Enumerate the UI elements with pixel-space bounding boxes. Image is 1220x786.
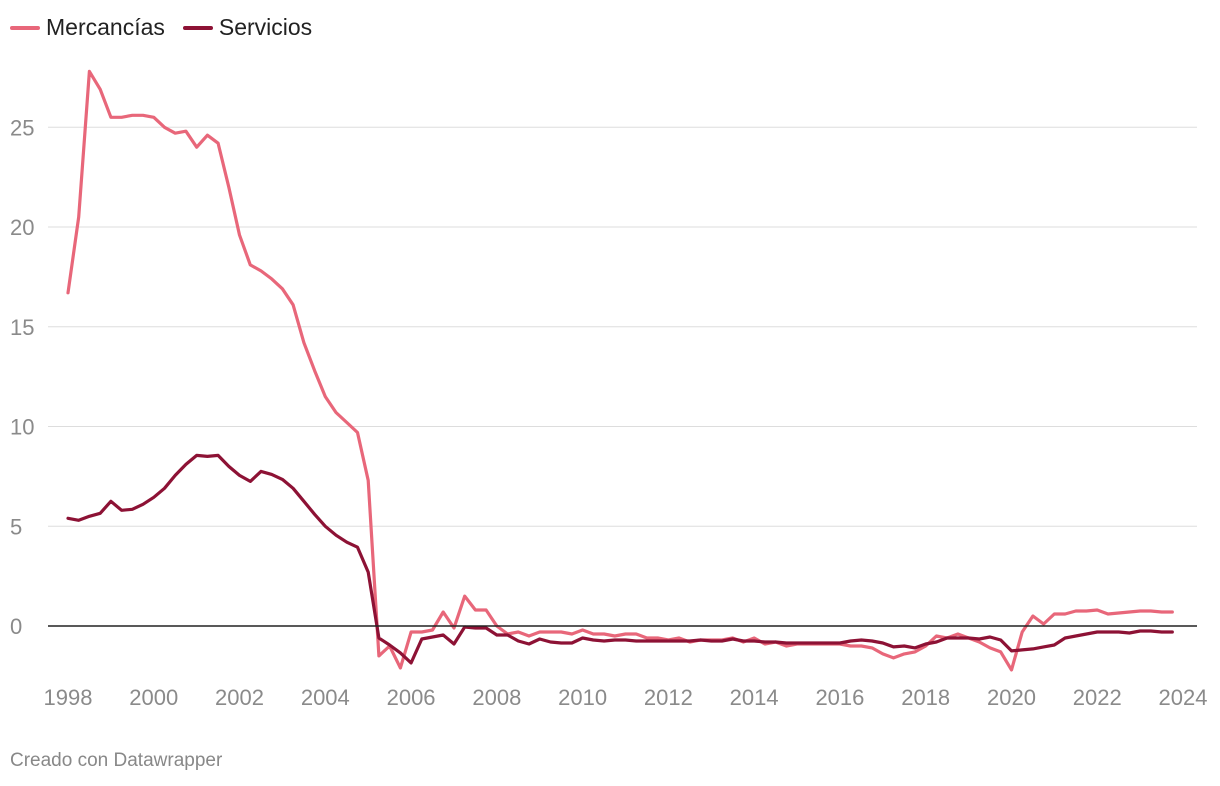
x-tick-label-2012: 2012	[644, 685, 693, 710]
x-tick-label-1998: 1998	[44, 685, 93, 710]
series-line-servicios	[66, 453, 1174, 665]
x-tick-label-2018: 2018	[901, 685, 950, 710]
legend-swatch-servicios	[182, 25, 213, 30]
x-tick-label-2010: 2010	[558, 685, 607, 710]
series-line-mercancas	[66, 69, 1174, 672]
y-tick-label-25: 25	[10, 115, 34, 140]
x-tick-label-2022: 2022	[1073, 685, 1122, 710]
x-tick-label-2008: 2008	[472, 685, 521, 710]
legend-item-servicios[interactable]: Servicios	[182, 14, 313, 41]
x-tick-label-2000: 2000	[129, 685, 178, 710]
x-tick-label-2014: 2014	[730, 685, 779, 710]
x-tick-label-2024: 2024	[1159, 685, 1208, 710]
x-tick-label-2004: 2004	[301, 685, 350, 710]
line-chart: 0 5 10 15 20 25 1998 2000 2002 2004 2006 2008 2010 20…	[10, 69, 1208, 710]
y-tick-label-20: 20	[10, 215, 34, 240]
x-tick-label-2016: 2016	[815, 685, 864, 710]
legend-label-servicios: Servicios	[218, 14, 313, 40]
legend-label-mercancias: Mercancías	[46, 14, 165, 40]
x-tick-label-2006: 2006	[387, 685, 436, 710]
legend-swatch-mercancias	[10, 25, 40, 30]
x-tick-label-2020: 2020	[987, 685, 1036, 710]
y-tick-label-10: 10	[10, 415, 34, 440]
datawrapper-credit[interactable]: Creado con Datawrapper	[10, 750, 223, 771]
y-tick-label-0: 0	[10, 614, 22, 639]
chart-legend: Mercancías Servicios	[10, 14, 312, 41]
y-tick-label-5: 5	[10, 514, 22, 539]
legend-item-mercancias[interactable]: Mercancías	[10, 14, 165, 41]
y-tick-label-15: 15	[10, 315, 34, 340]
x-tick-label-2002: 2002	[215, 685, 264, 710]
